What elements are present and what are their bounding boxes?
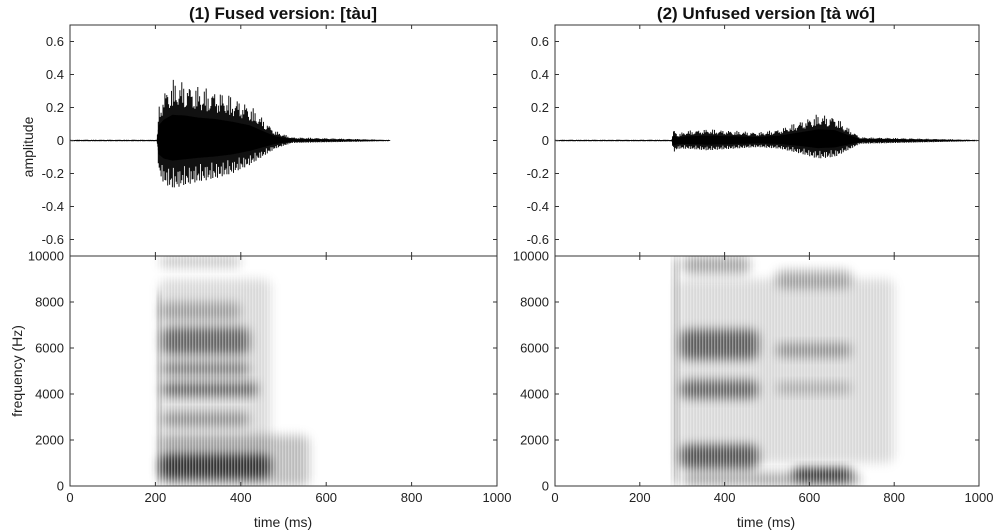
xtick-label: 1000 — [965, 490, 994, 505]
xtick-label: 1000 — [483, 490, 512, 505]
waveform-ytick-label: 0 — [57, 133, 64, 148]
waveform-ytick-label: 0.2 — [46, 100, 64, 115]
spectrogram-ytick-label: 6000 — [520, 341, 549, 356]
waveform-ylabel: amplitude — [20, 116, 36, 177]
spectrogram-ylabel: frequency (Hz) — [9, 325, 25, 417]
spectrogram-ytick-label: 10000 — [28, 249, 64, 264]
spectrogram-ytick-label: 0 — [57, 479, 64, 494]
spectrogram-ytick-label: 2000 — [35, 433, 64, 448]
spectrogram-panel-1 — [70, 256, 497, 486]
xtick-label: 0 — [66, 490, 73, 505]
panel-2-title: (2) Unfused version [tà wó] — [657, 4, 875, 23]
panel-2-xlabel: time (ms) — [737, 514, 795, 530]
spectrogram-ytick-label: 6000 — [35, 341, 64, 356]
waveform-ytick-label: 0.4 — [46, 67, 64, 82]
panel-1-title: (1) Fused version: [tàu] — [189, 4, 377, 23]
waveform-core — [69, 114, 391, 161]
xtick-label: 200 — [145, 490, 167, 505]
panel-1-xlabel: time (ms) — [254, 514, 312, 530]
xtick-label: 800 — [401, 490, 423, 505]
spectrogram-texture — [70, 256, 497, 486]
waveform-ytick-label: -0.6 — [527, 232, 549, 247]
xtick-label: 200 — [629, 490, 651, 505]
spectrogram-ytick-label: 8000 — [35, 295, 64, 310]
spectrogram-ytick-label: 4000 — [520, 387, 549, 402]
xtick-label: 0 — [551, 490, 558, 505]
waveform-panel-2 — [554, 114, 980, 159]
spectrogram-texture — [555, 256, 979, 486]
waveform-ytick-label: -0.6 — [42, 232, 64, 247]
xtick-label: 400 — [714, 490, 736, 505]
waveform-ytick-label: -0.4 — [42, 199, 64, 214]
xtick-label: 400 — [230, 490, 252, 505]
xtick-label: 600 — [315, 490, 337, 505]
waveform-ytick-label: 0.4 — [531, 67, 549, 82]
spectrogram-axes-frame — [554, 255, 980, 487]
spectrogram-ytick-label: 10000 — [513, 249, 549, 264]
waveform-ytick-label: -0.4 — [527, 199, 549, 214]
spectrogram-ytick-label: 4000 — [35, 387, 64, 402]
xtick-label: 800 — [883, 490, 905, 505]
waveform-ytick-label: -0.2 — [42, 166, 64, 181]
spectrogram-ytick-label: 2000 — [520, 433, 549, 448]
waveform-ytick-label: 0.6 — [46, 34, 64, 49]
waveform-ytick-label: 0 — [542, 133, 549, 148]
spectrogram-axes-frame — [69, 255, 498, 487]
waveform-ytick-label: 0.2 — [531, 100, 549, 115]
spectrogram-ytick-label: 0 — [542, 479, 549, 494]
spectrogram-ytick-label: 8000 — [520, 295, 549, 310]
waveform-ytick-label: 0.6 — [531, 34, 549, 49]
spectrogram-panel-2 — [555, 256, 979, 486]
waveform-panel-1 — [69, 79, 391, 188]
xtick-label: 600 — [799, 490, 821, 505]
waveform-ytick-label: -0.2 — [527, 166, 549, 181]
